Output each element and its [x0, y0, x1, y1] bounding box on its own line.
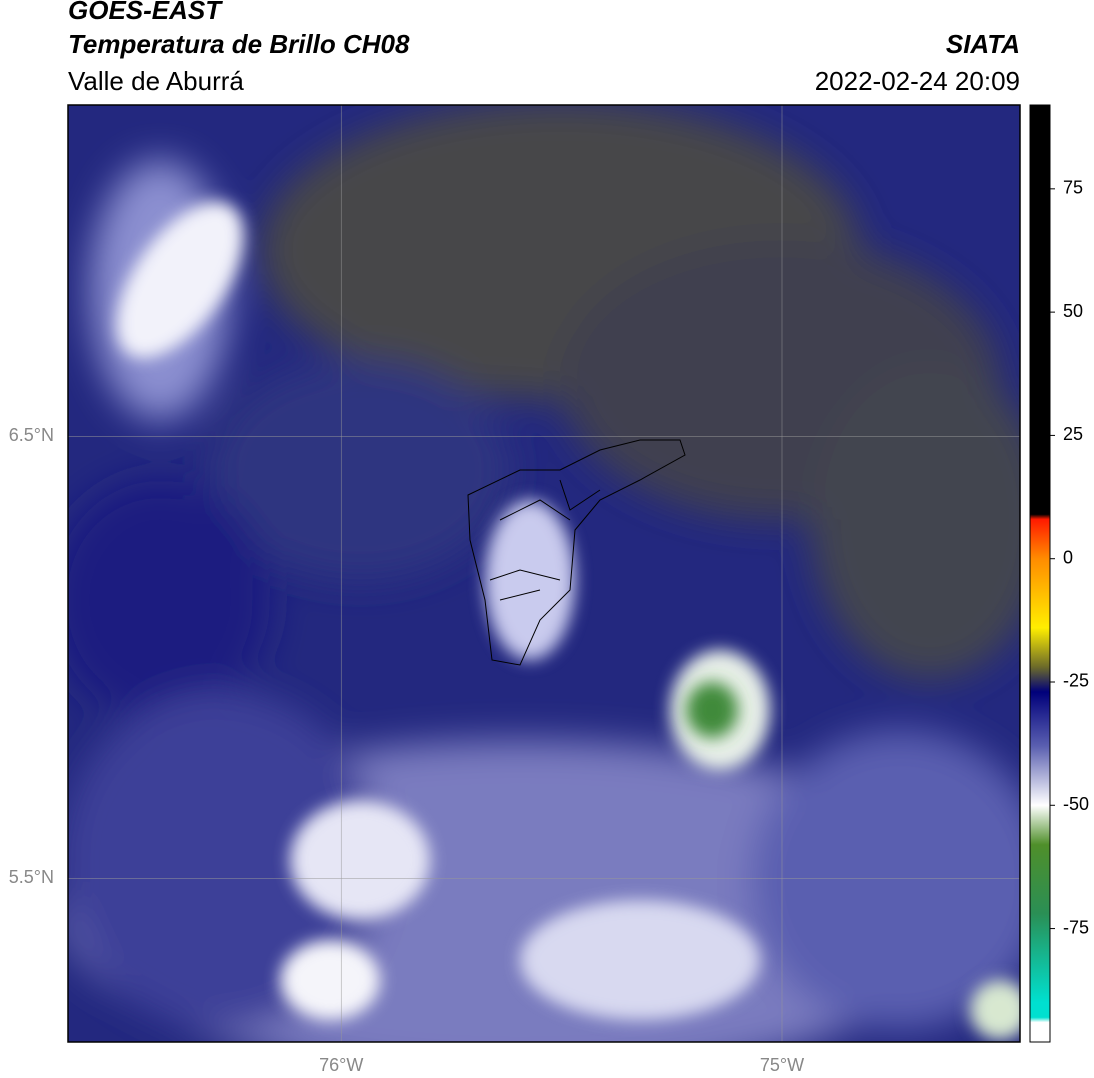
colorbar-tick-label: -25: [1063, 671, 1089, 691]
subtitle: Temperatura de Brillo CH08: [68, 29, 410, 59]
title: GOES-EAST: [68, 0, 223, 25]
graticule: [68, 105, 1020, 1042]
datetime: 2022-02-24 20:09: [815, 66, 1020, 96]
colorbar-tick-label: -75: [1063, 917, 1089, 937]
colorbar-tick-label: -50: [1063, 794, 1089, 814]
colorbar-tick-label: 0: [1063, 547, 1073, 567]
map-frame: [67, 104, 1021, 1043]
satellite-image: [68, 105, 1020, 1042]
colorbar-tick-label: 25: [1063, 424, 1083, 444]
x-tick-label: 75°W: [760, 1055, 804, 1075]
x-tick-label: 76°W: [319, 1055, 363, 1075]
colorbar-tick-label: 50: [1063, 301, 1083, 321]
source: SIATA: [946, 29, 1020, 59]
region-boundary: [467, 439, 686, 666]
colorbar-tick-label: 75: [1063, 178, 1083, 198]
y-tick-label: 5.5°N: [9, 867, 54, 887]
y-tick-label: 6.5°N: [9, 425, 54, 445]
region: Valle de Aburrá: [68, 66, 244, 96]
colorbar: [1029, 104, 1051, 1043]
